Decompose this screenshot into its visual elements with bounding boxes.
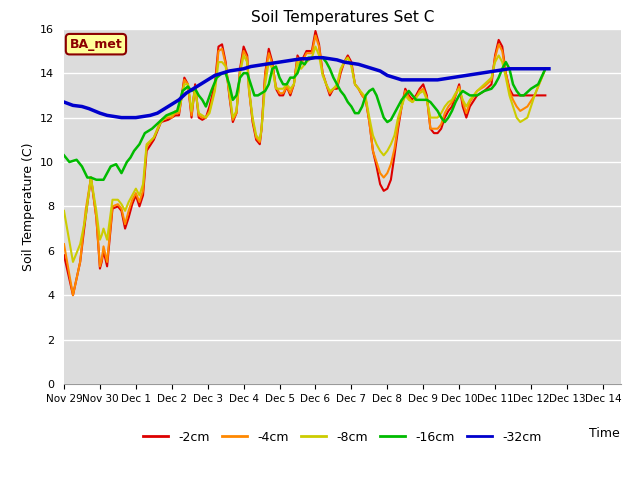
-16cm [198,97,206,103]
-8cm [180,82,188,87]
-2cm [180,75,188,81]
-4cm [333,84,341,89]
-32cm [60,99,68,105]
-16cm [365,88,373,94]
-2cm [434,130,442,136]
-2cm [390,153,398,158]
Line: -4cm: -4cm [64,36,545,295]
-8cm [333,82,341,87]
-2cm [60,252,68,258]
-8cm [205,110,213,116]
-8cm [390,132,398,138]
-8cm [524,115,531,120]
-32cm [506,66,513,72]
-2cm [69,292,77,298]
Y-axis label: Soil Temperature (C): Soil Temperature (C) [22,142,35,271]
-16cm [488,86,495,92]
-4cm [312,33,319,38]
Line: -32cm: -32cm [64,58,549,118]
-2cm [312,28,319,34]
Legend: -2cm, -4cm, -8cm, -16cm, -32cm: -2cm, -4cm, -8cm, -16cm, -32cm [138,426,547,449]
-4cm [541,66,549,72]
-8cm [541,66,549,72]
-16cm [60,153,68,158]
-16cm [305,55,312,60]
-2cm [205,104,213,109]
-4cm [60,241,68,247]
-32cm [118,115,125,120]
-4cm [69,292,77,298]
-8cm [434,115,442,120]
-4cm [205,108,213,114]
X-axis label: Time: Time [589,427,620,440]
-4cm [180,77,188,83]
-16cm [93,177,100,182]
-32cm [398,77,406,83]
Title: Soil Temperatures Set C: Soil Temperatures Set C [251,10,434,25]
Line: -16cm: -16cm [64,58,545,180]
-16cm [541,66,549,72]
Line: -2cm: -2cm [64,31,545,295]
-4cm [434,126,442,132]
-2cm [541,93,549,98]
-32cm [513,66,520,72]
-32cm [455,73,463,79]
-32cm [499,67,506,73]
Line: -8cm: -8cm [64,47,545,262]
-16cm [141,130,148,136]
-8cm [312,44,319,49]
-2cm [524,93,531,98]
-8cm [60,208,68,214]
Text: BA_met: BA_met [70,37,122,51]
-32cm [545,66,553,72]
-8cm [69,259,77,265]
-4cm [524,104,531,109]
-4cm [390,146,398,152]
-16cm [243,70,251,76]
-32cm [312,55,319,60]
-16cm [265,82,273,87]
-32cm [419,77,427,83]
-2cm [333,86,341,92]
